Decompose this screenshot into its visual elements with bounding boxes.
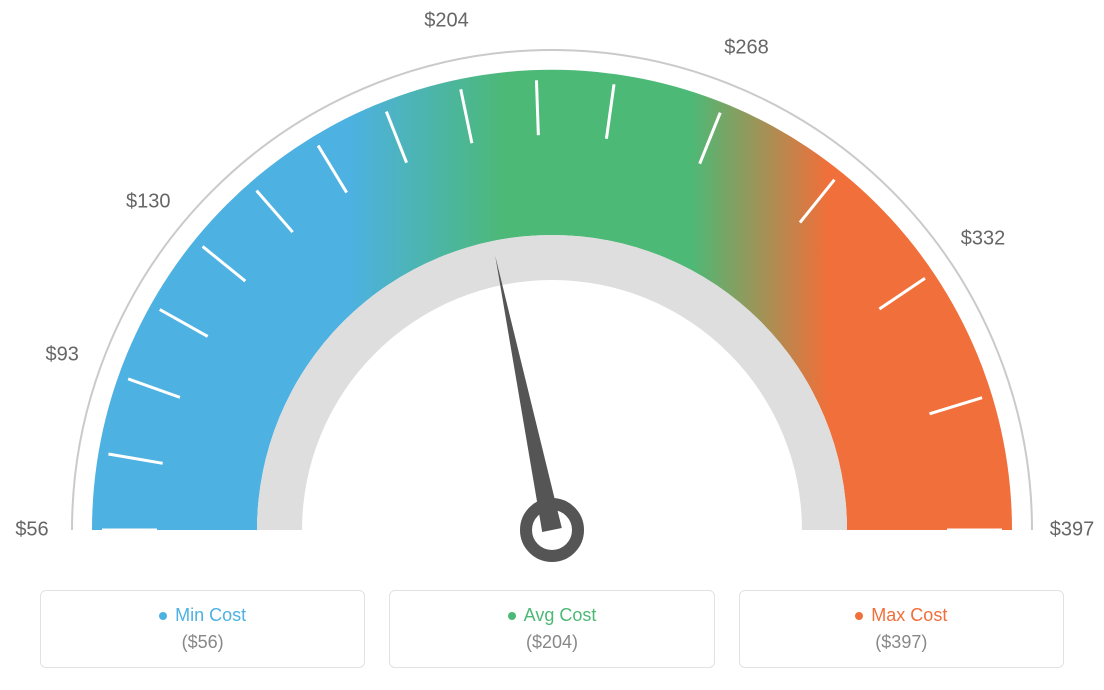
legend-dot-min	[159, 612, 167, 620]
legend-value-min: ($56)	[41, 632, 364, 653]
legend-card-max: Max Cost ($397)	[739, 590, 1064, 668]
legend-card-avg: Avg Cost ($204)	[389, 590, 714, 668]
legend-value-avg: ($204)	[390, 632, 713, 653]
legend-value-max: ($397)	[740, 632, 1063, 653]
gauge-area: $56 $93 $130 $204 $268 $332 $397	[0, 0, 1104, 580]
tick-label: $130	[126, 191, 171, 214]
needle	[495, 256, 562, 532]
legend-dot-max	[855, 612, 863, 620]
legend-title-min: Min Cost	[175, 605, 246, 626]
tick-label: $397	[1050, 519, 1095, 542]
legend-card-min: Min Cost ($56)	[40, 590, 365, 668]
cost-gauge-chart: $56 $93 $130 $204 $268 $332 $397 Min Cost ($56…	[0, 0, 1104, 690]
tick-label: $56	[15, 519, 48, 542]
legend-title-avg: Avg Cost	[524, 605, 597, 626]
tick-label: $93	[46, 344, 79, 367]
minor-tick	[536, 80, 538, 135]
gauge-svg	[0, 0, 1104, 580]
legend-dot-avg	[508, 612, 516, 620]
legend-row: Min Cost ($56) Avg Cost ($204) Max Cost …	[40, 590, 1064, 668]
legend-title-max: Max Cost	[871, 605, 947, 626]
tick-label: $268	[724, 36, 769, 59]
tick-label: $332	[961, 228, 1006, 251]
gauge-band	[92, 70, 1012, 530]
tick-label: $204	[424, 9, 469, 32]
